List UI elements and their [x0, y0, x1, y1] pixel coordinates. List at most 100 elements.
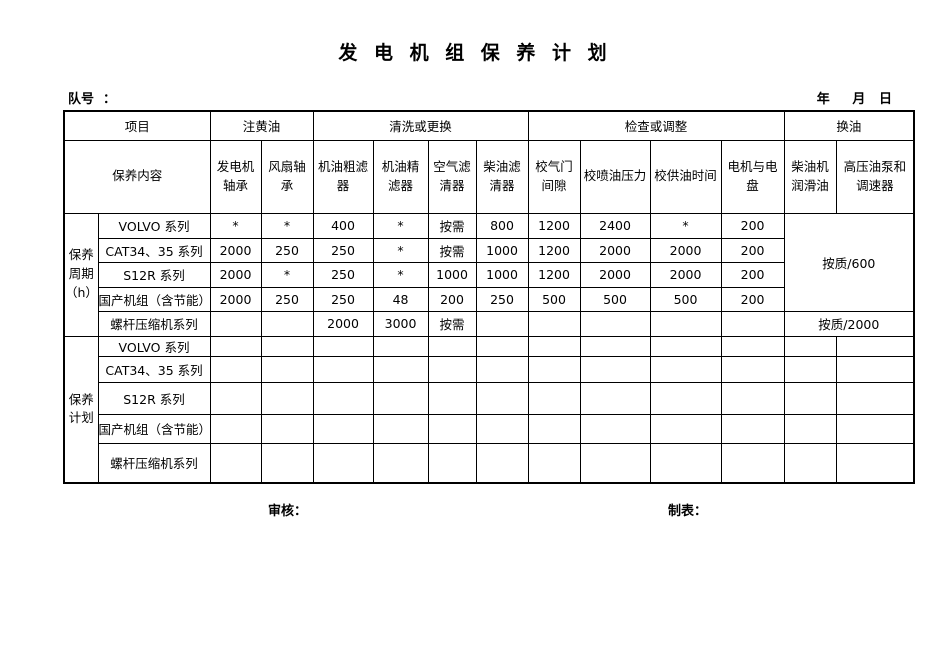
table-cell: 按需	[427, 310, 477, 337]
empty-cell	[720, 355, 785, 383]
period-row-domestic: 国产机组（含节能） 2000 250 250 48 200 250 500 50…	[64, 286, 914, 312]
table-cell: 800	[475, 212, 529, 239]
empty-cell	[475, 355, 529, 383]
header-air-filter: 空气滤 清器	[427, 139, 477, 214]
header-fuel-timing: 校供油时间	[649, 139, 722, 214]
empty-cell	[527, 355, 581, 383]
table-cell	[475, 310, 529, 337]
table-cell: 200	[720, 212, 785, 239]
empty-cell	[312, 355, 374, 383]
table-cell: 500	[579, 286, 651, 312]
empty-cell	[312, 381, 374, 415]
series-name: 国产机组（含节能）	[97, 413, 211, 444]
header-fan-bearing: 风扇轴 承	[260, 139, 314, 214]
table-cell: 200	[427, 286, 477, 312]
table-cell	[260, 310, 314, 337]
empty-cell	[260, 335, 314, 357]
table-cell: 200	[720, 237, 785, 263]
table-cell: 250	[260, 237, 314, 263]
series-name: S12R 系列	[97, 381, 211, 415]
header-oil-change: 换油	[783, 110, 915, 141]
header-injection-pressure: 校喷油压力	[579, 139, 651, 214]
table-cell: 2000	[649, 261, 722, 288]
table-cell: 1200	[527, 261, 581, 288]
review-label: 审核：	[268, 504, 308, 519]
table-cell: 2000	[209, 286, 262, 312]
series-name: 螺杆压缩机系列	[97, 310, 211, 337]
empty-cell	[720, 335, 785, 357]
empty-cell	[209, 381, 262, 415]
series-name: S12R 系列	[97, 261, 211, 288]
table-cell: 500	[649, 286, 722, 312]
table-cell: *	[260, 261, 314, 288]
empty-cell	[312, 413, 374, 444]
oil-change-note-main: 按质/600	[783, 212, 915, 312]
empty-cell	[260, 413, 314, 444]
empty-cell	[579, 442, 651, 484]
empty-cell	[783, 335, 837, 357]
plan-row-screw: 螺杆压缩机系列	[64, 442, 915, 484]
period-row-s12r: S12R 系列 2000 * 250 * 1000 1000 1200 2000…	[64, 261, 914, 288]
empty-cell	[835, 355, 915, 383]
plan-row-cat34: CAT34、35 系列	[64, 355, 915, 383]
table-cell: *	[372, 261, 429, 288]
empty-cell	[835, 335, 915, 357]
header-grease: 注黄油	[209, 110, 314, 141]
empty-cell	[209, 442, 262, 484]
empty-cell	[783, 355, 837, 383]
table-cell: 2000	[579, 237, 651, 263]
table-cell: *	[209, 212, 262, 239]
empty-cell	[260, 381, 314, 415]
empty-cell	[475, 381, 529, 415]
table-cell: 1000	[475, 237, 529, 263]
table-cell: 2000	[209, 237, 262, 263]
table-cell	[649, 310, 722, 337]
empty-cell	[835, 442, 915, 484]
header-content: 保养内容	[63, 139, 211, 214]
series-name: VOLVO 系列	[97, 335, 211, 357]
table-cell: 1000	[427, 261, 477, 288]
table-cell: 400	[312, 212, 374, 239]
header-motor-panel: 电机与电 盘	[720, 139, 785, 214]
table-cell: 2000	[579, 261, 651, 288]
header-hp-pump-governor: 高压油泵和 调速器	[835, 139, 915, 214]
empty-cell	[579, 355, 651, 383]
empty-cell	[527, 413, 581, 444]
empty-cell	[835, 413, 915, 444]
section-label-plan: 保养 计划	[63, 335, 99, 484]
empty-cell	[427, 335, 477, 357]
table-cell: 1200	[527, 212, 581, 239]
empty-cell	[209, 355, 262, 383]
empty-cell	[475, 413, 529, 444]
maintenance-plan-table: 项目 注黄油 清洗或更换 检查或调整 换油 保养内容 发电机 轴承 风扇轴 承 …	[63, 110, 916, 484]
table-cell	[527, 310, 581, 337]
empty-cell	[527, 335, 581, 357]
table-cell: 1200	[527, 237, 581, 263]
table-cell: 2000	[312, 310, 374, 337]
header-diesel-filter: 柴油滤 清器	[475, 139, 529, 214]
page-title: 发 电 机 组 保 养 计 划	[338, 42, 612, 64]
table-cell: 2000	[209, 261, 262, 288]
table-cell: 250	[312, 286, 374, 312]
empty-cell	[649, 355, 722, 383]
empty-cell	[835, 381, 915, 415]
period-row-volvo: 保养 周期 （h） VOLVO 系列 * * 400 * 按需 800 1200…	[63, 212, 915, 337]
empty-cell	[783, 413, 837, 444]
table-cell: 250	[260, 286, 314, 312]
series-name: CAT34、35 系列	[97, 355, 211, 383]
empty-cell	[720, 413, 785, 444]
empty-cell	[649, 381, 722, 415]
table-cell	[209, 310, 262, 337]
empty-cell	[783, 381, 837, 415]
empty-cell	[475, 442, 529, 484]
table-cell: 200	[720, 261, 785, 288]
empty-cell	[372, 335, 429, 357]
table-cell: 按需	[427, 212, 477, 239]
empty-cell	[579, 381, 651, 415]
team-number-label: 队号 ：	[68, 92, 117, 107]
table-cell: *	[649, 212, 722, 239]
table-cell: *	[372, 212, 429, 239]
empty-cell	[427, 442, 477, 484]
header-check-adjust: 检查或调整	[527, 110, 785, 141]
empty-cell	[783, 442, 837, 484]
